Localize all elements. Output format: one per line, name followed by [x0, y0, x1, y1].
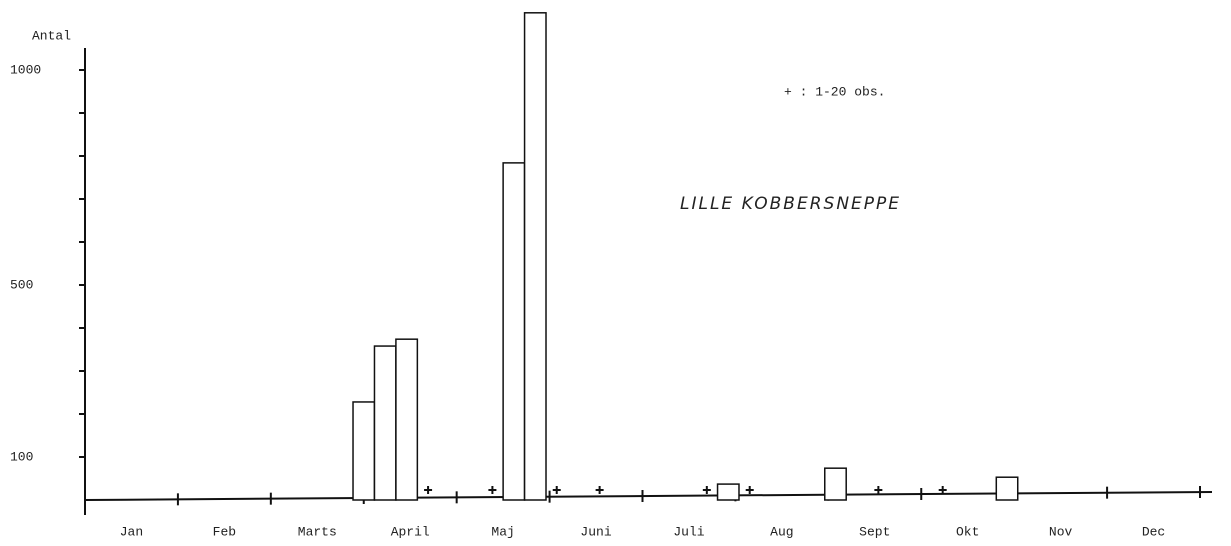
plus-marker: [424, 486, 433, 494]
y-tick-label: 100: [10, 449, 33, 464]
plus-marker: [702, 486, 711, 494]
x-tick-label: Jan: [120, 524, 143, 539]
y-axis-label: Antal: [32, 28, 71, 43]
x-tick-label: Juli: [673, 524, 704, 539]
plus-marker: [745, 486, 754, 494]
legend-note: + : 1-20 obs.: [784, 84, 885, 99]
x-tick-label: Marts: [298, 524, 337, 539]
plus-marker: [595, 486, 604, 494]
bar: [502, 162, 526, 501]
x-tick-label: Nov: [1049, 524, 1073, 539]
x-tick-label: Aug: [770, 524, 793, 539]
plus-marker: [552, 486, 561, 494]
plus-marker: [874, 486, 883, 494]
x-tick-label: Juni: [580, 524, 611, 539]
y-tick-label: 1000: [10, 62, 41, 77]
plus-marker: [938, 486, 947, 494]
bar: [716, 483, 740, 501]
y-tick-label: 500: [10, 277, 33, 292]
bar: [352, 401, 376, 501]
bar: [523, 12, 547, 501]
x-tick-label: Maj: [491, 524, 514, 539]
bar: [995, 476, 1019, 501]
x-axis: [84, 491, 1213, 501]
x-tick-label: April: [391, 524, 430, 539]
bar: [395, 338, 419, 501]
x-tick-label: Sept: [859, 524, 890, 539]
x-tick-label: Dec: [1142, 524, 1165, 539]
bar: [824, 467, 847, 501]
annotation: LILLE KOBBERSNEPPE: [680, 194, 901, 214]
x-tick-label: Feb: [213, 524, 236, 539]
plus-marker: [488, 486, 497, 494]
bar: [373, 345, 397, 501]
x-tick-label: Okt: [956, 524, 979, 539]
